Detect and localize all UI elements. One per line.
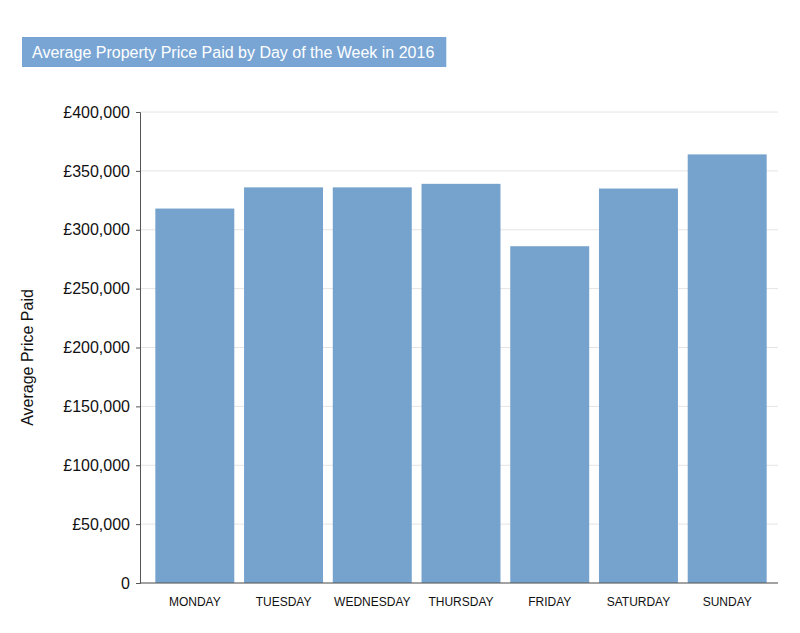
bar [333,187,412,583]
x-tick-label: THURSDAY [428,595,493,609]
y-tick-mark [136,583,140,584]
x-tick: SATURDAY [607,595,671,609]
chart: 0 £50,000 £100,000 £150,000 £200,000 £250,000… [0,0,800,633]
grid-line [140,583,778,584]
y-tick-mark [136,289,140,290]
y-tick-mark [136,524,140,525]
x-tick-label: TUESDAY [256,595,312,609]
y-axis-line [136,113,141,584]
y-tick: £100,000 [63,457,140,474]
y-tick-label: £150,000 [63,398,130,415]
y-tick: £300,000 [63,221,140,238]
x-tick: TUESDAY [256,595,312,609]
y-tick: 0 [121,575,140,592]
bar [422,184,501,583]
y-tick-mark [136,171,140,172]
y-tick-mark [136,230,140,231]
y-tick: £350,000 [63,162,140,179]
y-tick-label: £50,000 [72,516,130,533]
x-axis-line [140,583,778,584]
y-tick: £50,000 [72,516,140,533]
y-axis-title: Average Price Paid [19,289,36,426]
x-tick-label: FRIDAY [528,595,571,609]
x-tick: MONDAY [169,595,221,609]
grid-line [140,170,778,171]
bar [510,246,589,583]
y-tick: £250,000 [63,280,140,297]
y-axis: 0 £50,000 £100,000 £150,000 £200,000 £250,000… [63,104,140,592]
bar [155,209,234,583]
x-tick: SUNDAY [703,595,752,609]
y-tick-label: £300,000 [63,221,130,238]
y-tick-label: £100,000 [63,457,130,474]
x-tick: FRIDAY [528,595,571,609]
x-tick: WEDNESDAY [334,595,410,609]
grid [140,112,778,583]
bars [155,154,766,583]
y-tick-mark [136,406,140,407]
x-tick-label: MONDAY [169,595,221,609]
y-tick-mark [136,465,140,466]
title-background [22,37,446,67]
y-tick-label: £400,000 [63,104,130,121]
y-tick-label: 0 [121,575,130,592]
y-tick-label: £200,000 [63,339,130,356]
grid-line [140,112,778,113]
bar [599,189,678,583]
y-tick-mark [136,112,140,113]
y-tick: £400,000 [63,104,140,121]
title: Average Property Price Paid by Day of th… [32,44,434,61]
y-tick-mark [136,348,140,349]
x-tick-label: SUNDAY [703,595,752,609]
y-tick-label: £350,000 [63,162,130,179]
x-tick: THURSDAY [428,595,493,609]
x-axis: MONDAY TUESDAY WEDNESDAY THURSDAY FRIDAY SATU… [140,583,778,609]
y-tick-label: £250,000 [63,280,130,297]
y-tick: £200,000 [63,339,140,356]
title-box: Average Property Price Paid by Day of th… [22,37,446,67]
x-tick-label: WEDNESDAY [334,595,410,609]
bar [688,154,767,583]
bar [244,187,323,583]
x-tick-label: SATURDAY [607,595,671,609]
y-tick: £150,000 [63,398,140,415]
